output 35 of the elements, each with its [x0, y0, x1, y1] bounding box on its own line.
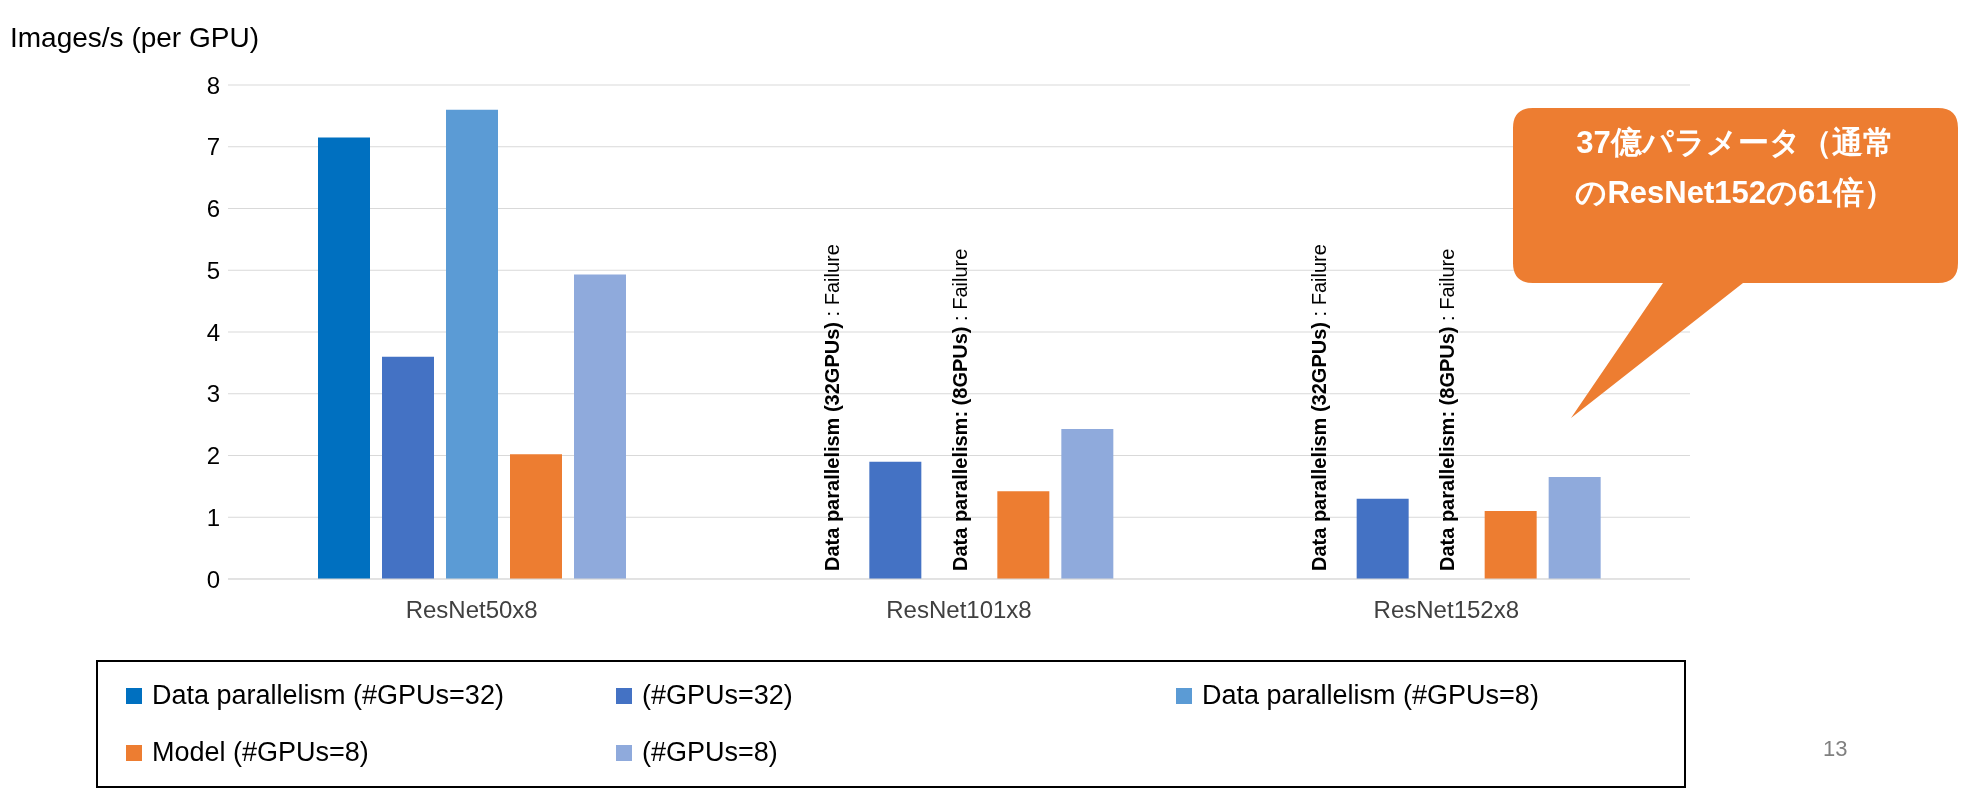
legend-label: Data parallelism (#GPUs=32) [152, 680, 504, 711]
bar [1548, 477, 1601, 579]
legend-label: Data parallelism (#GPUs=8) [1202, 680, 1539, 711]
bar [869, 461, 922, 579]
y-tick-label: 3 [206, 380, 220, 408]
bar [1484, 511, 1537, 579]
bar [510, 454, 562, 579]
annotation: 37億パラメータ（通常のResNet152の61倍） [1575, 124, 1895, 212]
y-tick-label: 2 [206, 442, 220, 470]
bar [574, 274, 626, 579]
bar [318, 137, 370, 579]
legend-label: (#GPUs=8) [642, 737, 778, 768]
bar [997, 491, 1050, 579]
annotation: Data parallelism (32GPUs) : Failure [1308, 244, 1331, 571]
x-tick-label: ResNet50x8 [405, 596, 538, 624]
bar [1061, 428, 1114, 579]
x-tick-label: ResNet101x8 [886, 596, 1032, 624]
bar [1356, 498, 1409, 579]
legend-label: Model (#GPUs=8) [152, 737, 369, 768]
annotation: Data parallelism (32GPUs) : Failure [821, 244, 843, 571]
y-tick-label: 1 [206, 503, 220, 531]
y-axis-title: Images/s (per GPU) [10, 22, 259, 54]
x-tick-label: ResNet152x8 [1373, 596, 1520, 624]
annotation: Data parallelism: (8GPUs) : Failure [949, 248, 971, 571]
bar [382, 356, 434, 579]
y-tick-label: 5 [206, 256, 220, 284]
text: 13 [1823, 736, 1848, 762]
y-tick-label: 7 [206, 133, 220, 161]
annotation: Data parallelism: (8GPUs) : Failure [1436, 248, 1459, 571]
y-tick-label: 0 [206, 565, 220, 593]
y-tick-label: 4 [206, 318, 220, 346]
y-tick-label: 6 [206, 195, 220, 223]
legend-label: (#GPUs=32) [642, 680, 793, 711]
y-tick-label: 8 [206, 71, 220, 99]
bar [446, 109, 498, 579]
